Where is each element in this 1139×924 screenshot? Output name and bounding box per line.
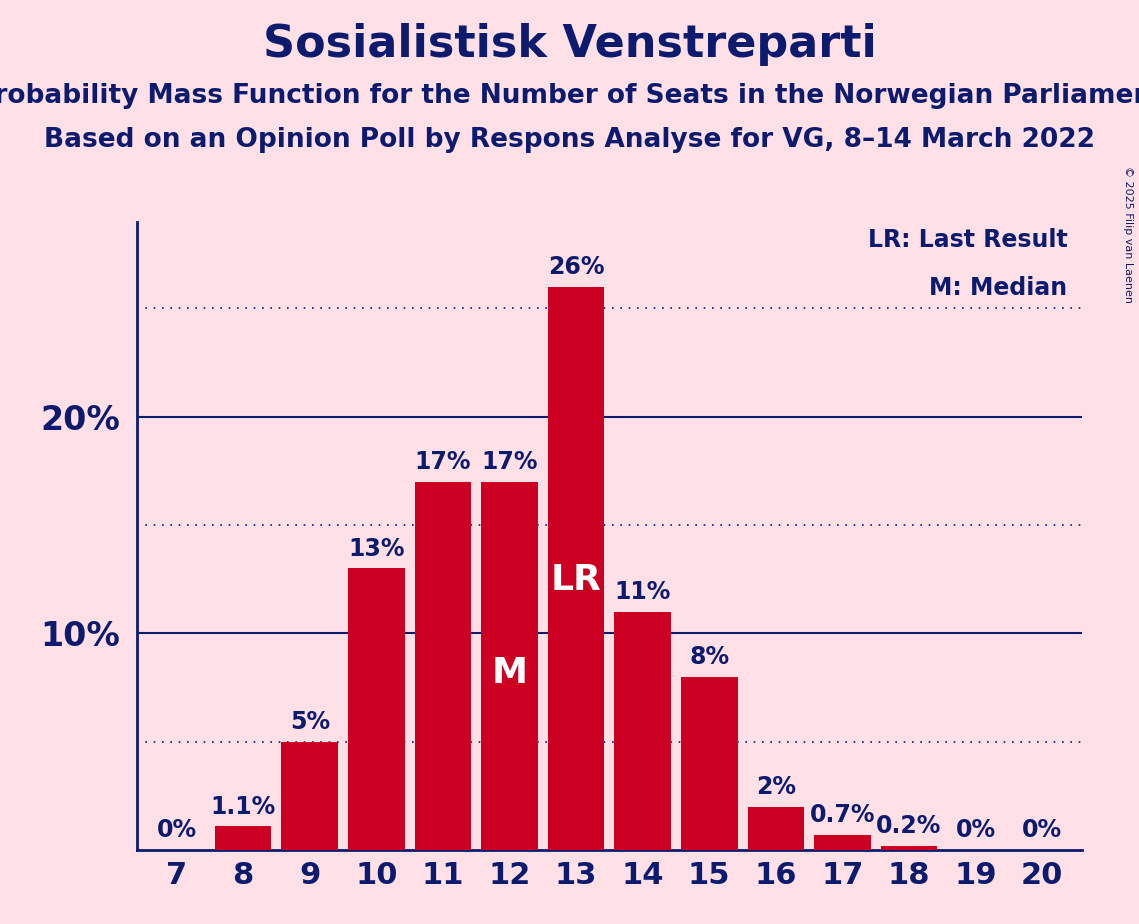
Text: 13%: 13% xyxy=(349,537,404,561)
Bar xyxy=(747,807,804,850)
Text: 1.1%: 1.1% xyxy=(211,795,276,819)
Text: 17%: 17% xyxy=(415,450,472,474)
Text: 0.2%: 0.2% xyxy=(876,814,942,838)
Bar xyxy=(814,835,870,850)
Bar xyxy=(481,481,538,850)
Text: 8%: 8% xyxy=(689,645,729,669)
Text: 0.7%: 0.7% xyxy=(810,803,875,827)
Text: © 2025 Filip van Laenen: © 2025 Filip van Laenen xyxy=(1123,166,1133,303)
Text: 17%: 17% xyxy=(482,450,538,474)
Text: 11%: 11% xyxy=(614,580,671,604)
Text: M: M xyxy=(492,656,527,690)
Text: Probability Mass Function for the Number of Seats in the Norwegian Parliament: Probability Mass Function for the Number… xyxy=(0,83,1139,109)
Bar xyxy=(614,612,671,850)
Bar xyxy=(880,845,937,850)
Text: Based on an Opinion Poll by Respons Analyse for VG, 8–14 March 2022: Based on an Opinion Poll by Respons Anal… xyxy=(44,127,1095,152)
Text: LR: LR xyxy=(550,563,601,597)
Text: 2%: 2% xyxy=(756,775,796,799)
Text: M: Median: M: Median xyxy=(929,276,1067,300)
Text: 0%: 0% xyxy=(1022,819,1063,843)
Bar xyxy=(215,826,271,850)
Text: 0%: 0% xyxy=(956,819,995,843)
Text: 0%: 0% xyxy=(156,819,197,843)
Bar xyxy=(548,286,605,850)
Bar xyxy=(281,742,338,850)
Text: 26%: 26% xyxy=(548,255,605,279)
Bar xyxy=(415,481,472,850)
Text: LR: Last Result: LR: Last Result xyxy=(868,228,1067,252)
Text: Sosialistisk Venstreparti: Sosialistisk Venstreparti xyxy=(263,23,876,67)
Text: 5%: 5% xyxy=(289,711,330,735)
Bar xyxy=(349,568,404,850)
Bar xyxy=(681,676,738,850)
